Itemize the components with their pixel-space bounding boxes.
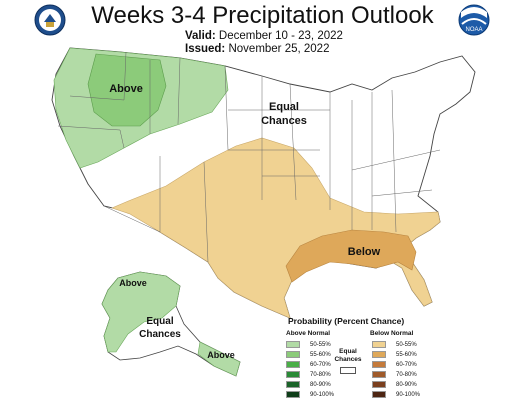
above-legend-label: 55-60% [310,351,331,358]
above-legend-swatch [286,371,300,378]
alaska-se-above-region [197,341,241,377]
state-boundaries [57,51,441,263]
legend-equal-1: Equal [339,348,357,355]
above-region-nw-core [87,53,167,127]
below-legend-label: 50-55% [396,341,417,348]
above-legend-row: 90-100% [286,390,334,399]
below-legend-label: 90-100% [396,391,421,398]
below-legend-row: 80-90% [372,380,417,389]
label-below-se: Below [348,246,381,258]
below-legend-swatch [372,361,386,368]
page-title: Weeks 3-4 Precipitation Outlook [91,2,434,29]
above-legend-row: 50-55% [286,340,331,349]
below-legend-row: 90-100% [372,390,420,399]
below-region-se-core [285,229,417,283]
below-legend-row: 60-70% [372,360,417,369]
below-legend-label: 55-60% [396,351,417,358]
above-legend-row: 80-90% [286,380,331,389]
above-legend-swatch [286,361,300,368]
below-legend-label: 70-80% [396,371,417,378]
above-legend-swatch [286,381,300,388]
above-legend-row: 60-70% [286,360,331,369]
legend-above-header: Above Normal [286,330,331,337]
below-legend-swatch [372,391,386,398]
issued-label: Issued: [185,43,226,55]
label-above-ak-se: Above [207,350,235,360]
alaska-above-region [101,271,181,353]
above-legend-label: 80-90% [310,381,331,388]
above-legend-label: 60-70% [310,361,331,368]
noaa-doc-seal-icon [34,4,66,36]
label-above-ak: Above [119,278,147,288]
above-legend-label: 50-55% [310,341,331,348]
below-legend-row: 70-80% [372,370,417,379]
below-legend-swatch [372,351,386,358]
legend-below-header: Below Normal [370,330,414,337]
valid-dates: Valid: December 10 - 23, 2022 [185,30,343,42]
above-legend-label: 90-100% [310,391,335,398]
issued-value: November 25, 2022 [228,43,330,55]
above-legend-row: 70-80% [286,370,331,379]
label-above-nw: Above [109,83,143,95]
legend-equal-2: Chances [334,356,362,363]
below-legend-label: 80-90% [396,381,417,388]
above-legend-label: 70-80% [310,371,331,378]
below-legend-swatch [372,371,386,378]
below-legend-row: 55-60% [372,350,417,359]
label-equal-ak-2: Chances [139,329,181,340]
below-legend-row: 50-55% [372,340,417,349]
above-legend-swatch [286,351,300,358]
below-legend-swatch [372,381,386,388]
valid-label: Valid: [185,30,216,42]
label-equal-center-2: Chances [261,115,307,127]
above-legend-swatch [286,341,300,348]
valid-value: December 10 - 23, 2022 [218,30,343,42]
svg-text:NOAA: NOAA [465,27,482,33]
legend-title: Probability (Percent Chance) [288,316,405,326]
legend-equal-chances: Equal Chances [334,348,362,364]
label-equal-ak-1: Equal [146,316,173,327]
noaa-logo-icon: NOAA [458,4,490,36]
issued-date: Issued: November 25, 2022 [185,43,329,55]
below-legend-swatch [372,341,386,348]
above-legend-row: 55-60% [286,350,331,359]
below-legend-label: 60-70% [396,361,417,368]
label-equal-center-1: Equal [269,101,299,113]
above-legend-swatch [286,391,300,398]
legend-equal-swatch [340,367,356,374]
